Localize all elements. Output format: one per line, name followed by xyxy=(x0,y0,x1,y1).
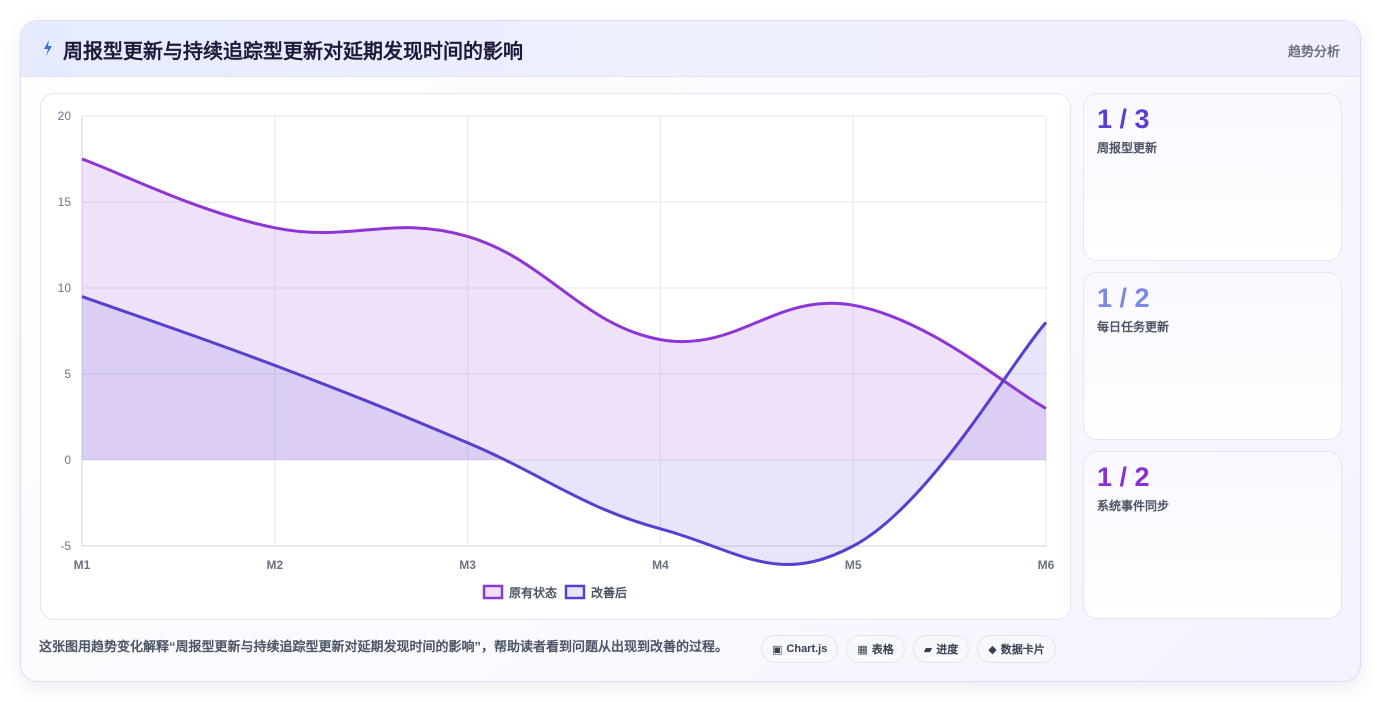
card-icon: ◆ xyxy=(988,643,997,656)
chip-label: Chart.js xyxy=(786,643,828,655)
stat-card-weekly: 1 / 3 周报型更新 xyxy=(1083,93,1342,261)
stat-card-system: 1 / 2 系统事件同步 xyxy=(1083,451,1342,619)
chip-progress[interactable]: ▰ 进度 xyxy=(912,635,970,663)
stat-label: 每日任务更新 xyxy=(1097,320,1170,334)
page-title: 周报型更新与持续追踪型更新对延期发现时间的影响 xyxy=(63,41,523,63)
x-tick-label: M1 xyxy=(74,558,91,572)
progress-icon: ▰ xyxy=(923,643,933,656)
y-tick-label: -5 xyxy=(60,539,71,553)
table-icon: ▦ xyxy=(857,643,868,656)
chart-icon: ▣ xyxy=(772,643,783,656)
y-tick-label: 0 xyxy=(64,453,71,467)
stat-value: 1 / 2 xyxy=(1097,283,1150,313)
stat-value: 1 / 2 xyxy=(1097,462,1150,492)
card-header: 周报型更新与持续追踪型更新对延期发现时间的影响 趋势分析 xyxy=(21,21,1360,77)
stat-value: 1 / 3 xyxy=(1097,104,1150,134)
chart-caption: 这张图用趋势变化解释“周报型更新与持续追踪型更新对延期发现时间的影响”，帮助读者… xyxy=(39,639,729,654)
chip-label: 进度 xyxy=(936,644,959,656)
chip-table[interactable]: ▦ 表格 xyxy=(846,635,905,663)
stat-label: 周报型更新 xyxy=(1097,141,1158,155)
y-tick-label: 15 xyxy=(58,195,72,209)
chip-datacard[interactable]: ◆ 数据卡片 xyxy=(977,635,1056,663)
chip-list: ▣ Chart.js ▦ 表格 ▰ 进度 ◆ 数据卡片 xyxy=(761,635,1056,663)
stat-card-daily: 1 / 2 每日任务更新 xyxy=(1083,272,1342,440)
lightning-icon xyxy=(44,40,52,56)
legend-swatch-2 xyxy=(564,584,586,600)
legend-swatch-1 xyxy=(482,584,504,600)
y-tick-label: 10 xyxy=(58,281,72,295)
x-tick-label: M5 xyxy=(845,558,862,572)
stat-label: 系统事件同步 xyxy=(1097,499,1170,513)
x-tick-label: M3 xyxy=(459,558,476,572)
series-line-1 xyxy=(81,157,1047,410)
legend-label-1: 原有状态 xyxy=(509,585,557,600)
line-chart: -5 0 5 10 15 20 M1 M2 M3 M4 M5 M6 原有状态 改善后 xyxy=(58,109,1055,600)
chip-label: 数据卡片 xyxy=(1000,644,1045,656)
chip-chartjs[interactable]: ▣ Chart.js xyxy=(761,635,839,663)
series-area-2 xyxy=(82,296,1046,565)
header-tag: 趋势分析 xyxy=(1287,44,1340,59)
series-line-2 xyxy=(81,295,1048,566)
legend-label-2: 改善后 xyxy=(591,585,627,600)
x-tick-label: M2 xyxy=(266,558,283,572)
x-tick-label: M4 xyxy=(652,558,669,572)
chart-panel: -5 0 5 10 15 20 M1 M2 M3 M4 M5 M6 原有状态 改善后 xyxy=(40,93,1071,620)
y-tick-label: 20 xyxy=(58,109,72,123)
y-tick-label: 5 xyxy=(64,367,71,381)
x-tick-label: M6 xyxy=(1038,558,1055,572)
chart-card: 周报型更新与持续追踪型更新对延期发现时间的影响 趋势分析 -5 0 5 10 15 20 M… xyxy=(20,20,1361,682)
chip-label: 表格 xyxy=(871,644,894,656)
